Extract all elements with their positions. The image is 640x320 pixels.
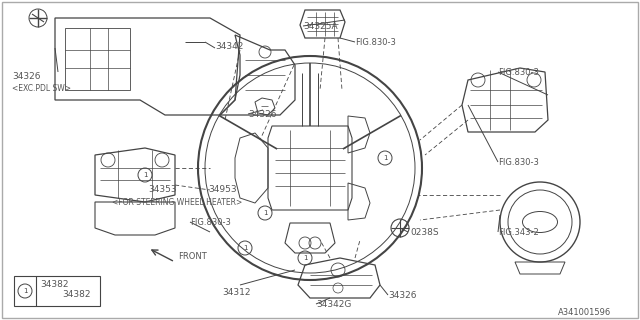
Text: 1: 1 bbox=[23, 288, 28, 294]
Text: FIG.830-3: FIG.830-3 bbox=[190, 218, 231, 227]
Text: 34326: 34326 bbox=[248, 110, 276, 119]
Text: 34353: 34353 bbox=[148, 185, 177, 194]
Text: FIG.830-3: FIG.830-3 bbox=[355, 38, 396, 47]
Text: FIG.830-3: FIG.830-3 bbox=[498, 68, 539, 77]
Text: 34382: 34382 bbox=[62, 290, 90, 299]
Text: FIG.830-3: FIG.830-3 bbox=[498, 158, 539, 167]
Text: 1: 1 bbox=[143, 172, 147, 178]
Text: 34342: 34342 bbox=[215, 42, 243, 51]
Text: <EXC.PDL SW>: <EXC.PDL SW> bbox=[12, 84, 71, 93]
Text: 34326: 34326 bbox=[12, 72, 40, 81]
Text: FRONT: FRONT bbox=[178, 252, 207, 261]
Text: 34325A: 34325A bbox=[303, 22, 338, 31]
Text: 1: 1 bbox=[303, 255, 307, 261]
Text: 34326: 34326 bbox=[388, 291, 417, 300]
Text: 34312: 34312 bbox=[222, 288, 250, 297]
Text: A341001596: A341001596 bbox=[558, 308, 611, 317]
Text: 34953: 34953 bbox=[208, 185, 237, 194]
Text: 1: 1 bbox=[383, 155, 387, 161]
Text: FIG.343-2: FIG.343-2 bbox=[498, 228, 539, 237]
Text: 1: 1 bbox=[263, 210, 268, 216]
Text: 34382: 34382 bbox=[40, 280, 68, 289]
Text: 34342G: 34342G bbox=[316, 300, 351, 309]
Text: 1: 1 bbox=[243, 245, 247, 251]
Text: 0238S: 0238S bbox=[410, 228, 438, 237]
Text: <FOR STEERING WHEEL HEATER>: <FOR STEERING WHEEL HEATER> bbox=[112, 198, 243, 207]
